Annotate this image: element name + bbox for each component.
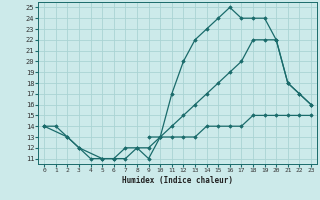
X-axis label: Humidex (Indice chaleur): Humidex (Indice chaleur) bbox=[122, 176, 233, 185]
